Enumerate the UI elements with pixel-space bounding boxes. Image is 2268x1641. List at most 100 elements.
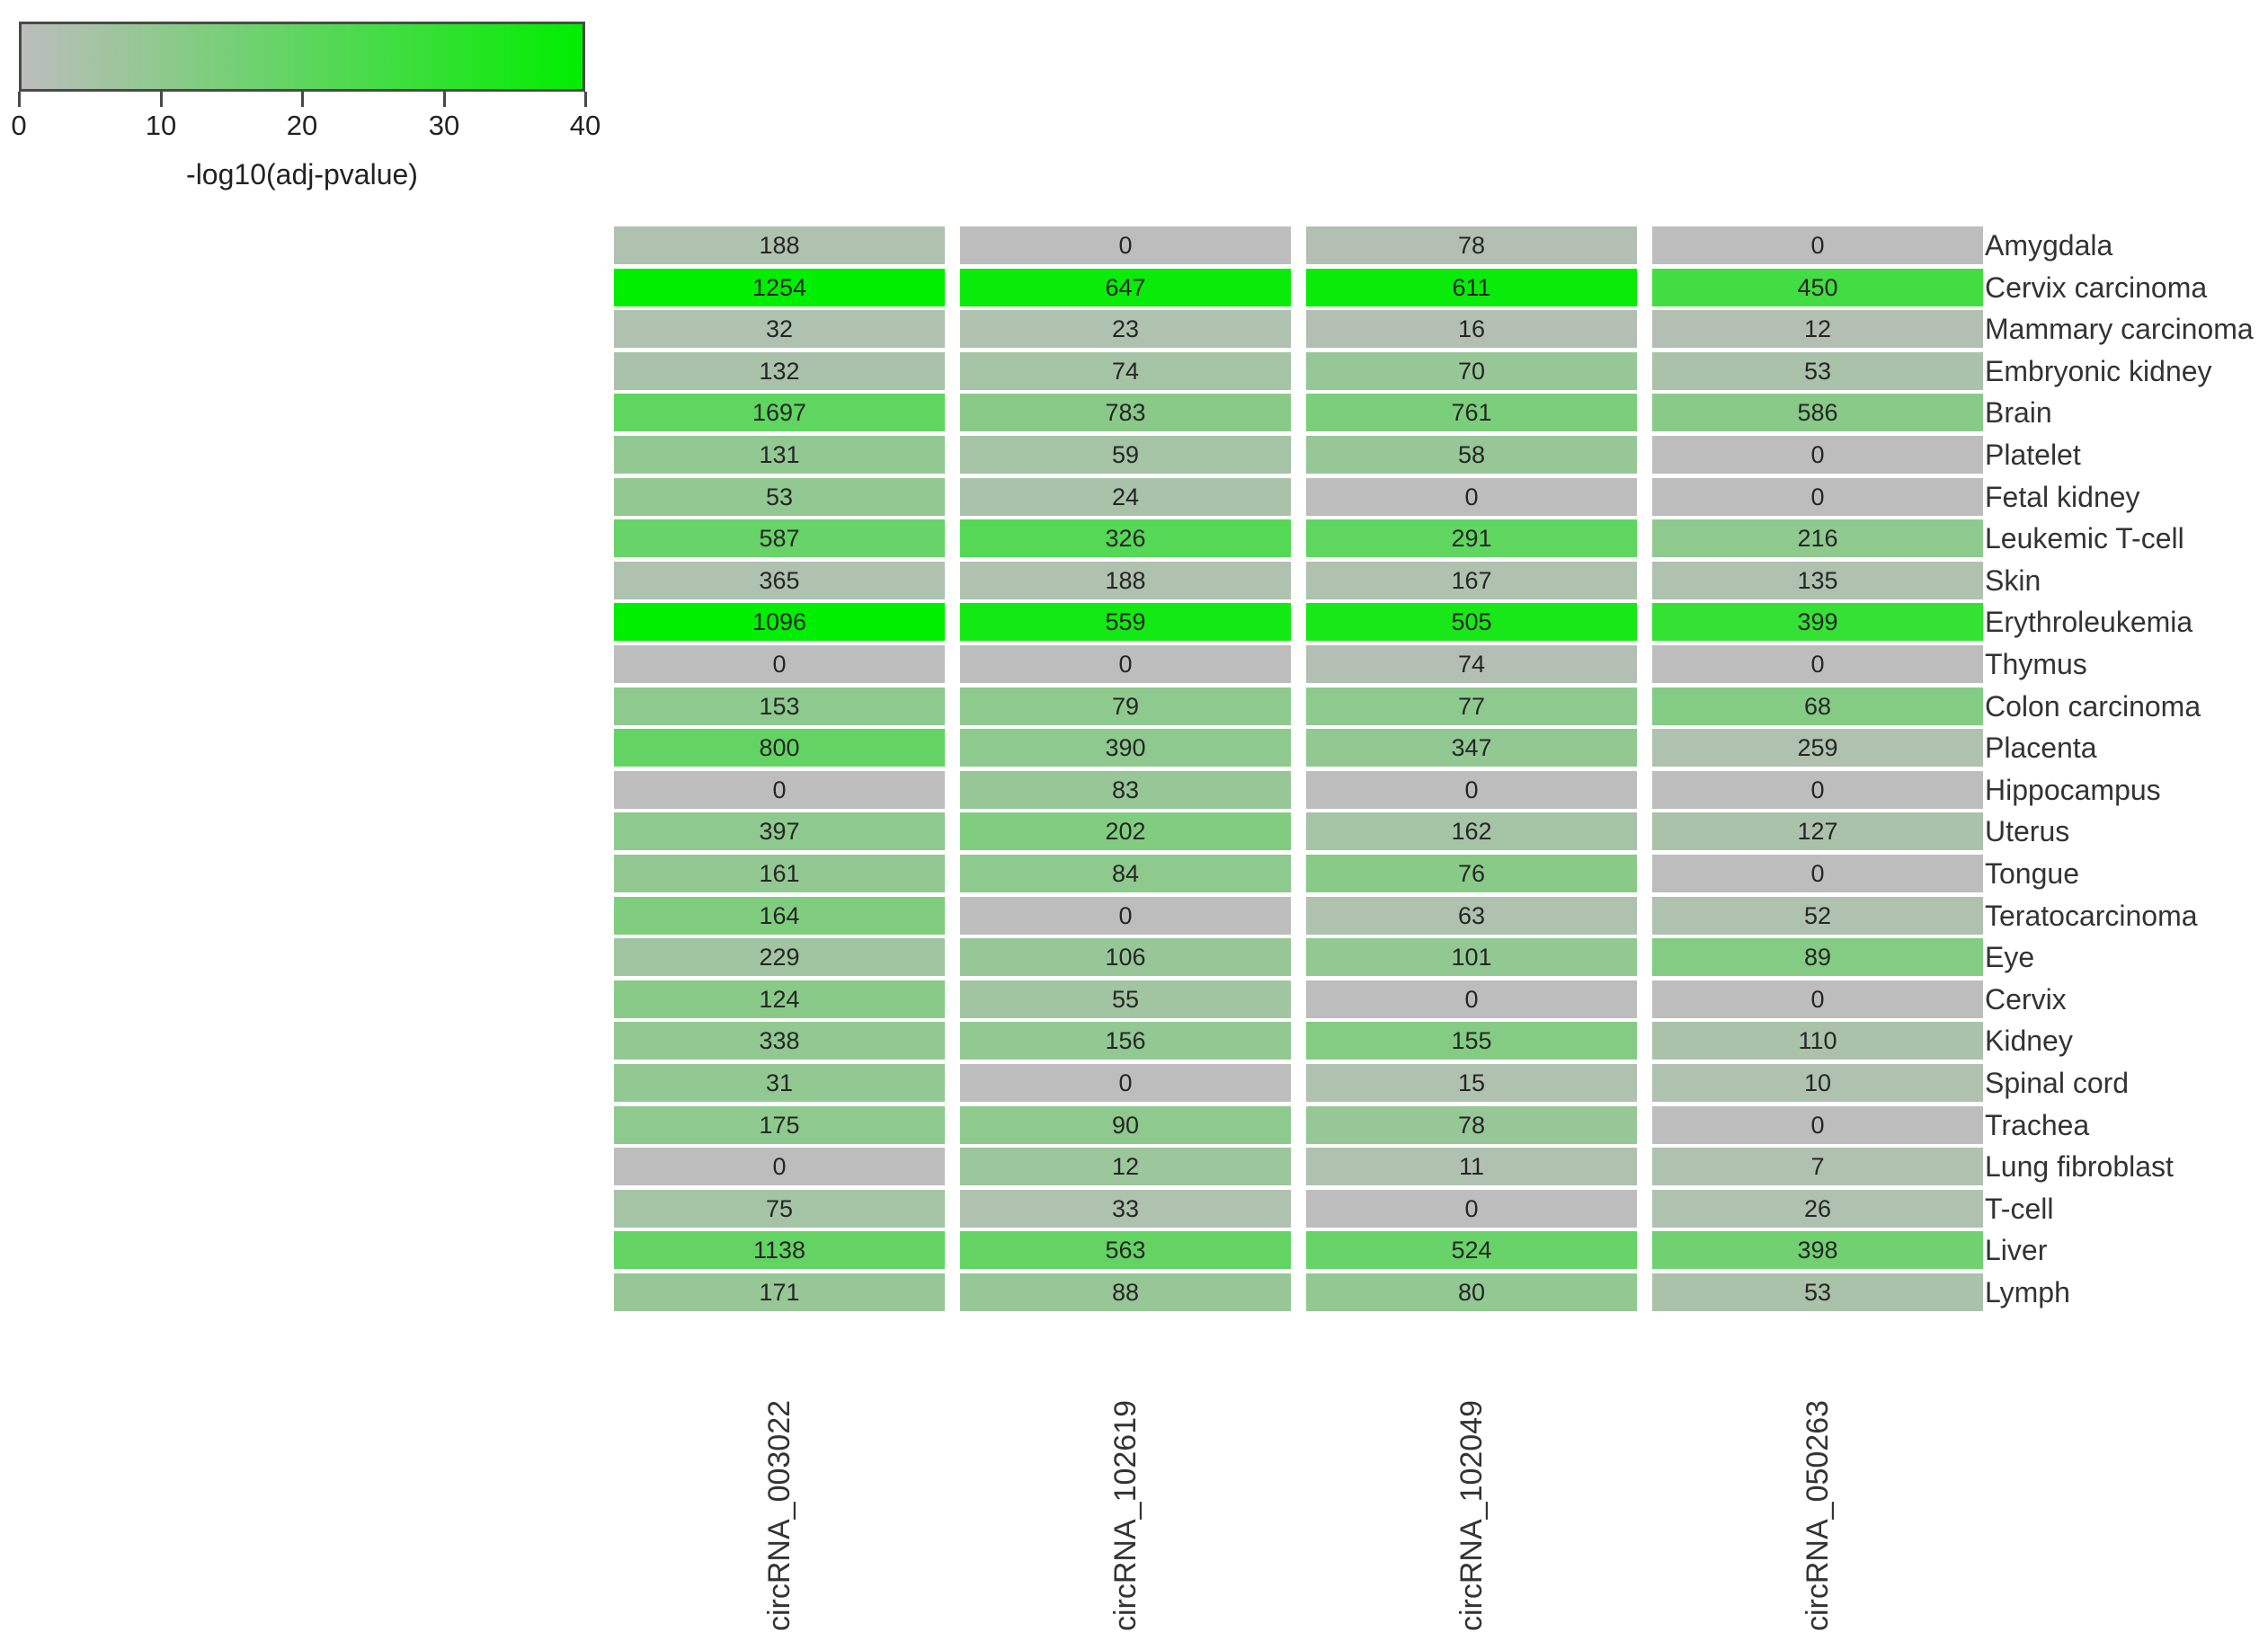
heatmap-cell: 611 [1306,269,1637,306]
row-label: Liver [1985,1234,2048,1266]
heatmap-cell: 524 [1306,1231,1637,1269]
heatmap-cell: 59 [960,436,1291,474]
heatmap-cell: 0 [1652,436,1983,474]
heatmap-cell: 1697 [614,394,945,431]
colorbar-tick-label: 30 [428,110,460,141]
heatmap-cell: 74 [1306,645,1637,683]
heatmap-cell: 398 [1652,1231,1983,1269]
heatmap-cell: 76 [1306,855,1637,892]
heatmap-cell: 77 [1306,687,1637,725]
row-label: Mammary carcinoma [1985,313,2254,345]
heatmap-cell: 175 [614,1106,945,1144]
colorbar-title: -log10(adj-pvalue) [186,158,418,191]
colorbar-tick-label: 10 [145,110,177,141]
heatmap-cell: 79 [960,687,1291,725]
heatmap-cell: 0 [960,226,1291,264]
heatmap-cell: 156 [960,1022,1291,1060]
heatmap-cell: 33 [960,1190,1291,1228]
heatmap-cell: 12 [1652,310,1983,348]
row-label: Embryonic kidney [1985,355,2212,387]
heatmap-cell: 0 [1652,1106,1983,1144]
heatmap-cell: 24 [960,478,1291,516]
colorbar-tick [301,92,304,107]
heatmap-cell: 153 [614,687,945,725]
heatmap-cell: 16 [1306,310,1637,348]
heatmap-cell: 1096 [614,603,945,641]
heatmap-cell: 0 [1306,478,1637,516]
heatmap-cell: 0 [1652,478,1983,516]
heatmap-cell: 0 [614,1148,945,1185]
colorbar-tick [160,92,163,107]
heatmap-cell: 26 [1652,1190,1983,1228]
row-label: Amygdala [1985,229,2113,262]
heatmap-cell: 75 [614,1190,945,1228]
row-label: Cervix carcinoma [1985,271,2208,304]
row-label: Thymus [1985,648,2087,680]
heatmap-cell: 0 [1306,980,1637,1018]
heatmap-cell: 101 [1306,938,1637,976]
heatmap-cell: 110 [1652,1022,1983,1060]
row-label: Eye [1985,941,2035,973]
heatmap-cell: 161 [614,855,945,892]
heatmap-cell: 53 [1652,1273,1983,1311]
heatmap-cell: 78 [1306,1106,1637,1144]
heatmap-cell: 505 [1306,603,1637,641]
heatmap-cell: 15 [1306,1064,1637,1102]
heatmap-cell: 559 [960,603,1291,641]
heatmap-cell: 89 [1652,938,1983,976]
heatmap-cell: 70 [1306,352,1637,390]
row-label: Leukemic T-cell [1985,522,2184,554]
heatmap-cell: 58 [1306,436,1637,474]
row-label: Lymph [1985,1276,2070,1308]
row-label: Kidney [1985,1025,2073,1057]
colorbar-tick-label: 20 [286,110,318,141]
heatmap-cell: 11 [1306,1148,1637,1185]
heatmap-cell: 0 [960,1064,1291,1102]
row-label: Placenta [1985,732,2097,764]
heatmap-cell: 106 [960,938,1291,976]
heatmap-cell: 32 [614,310,945,348]
heatmap-cell: 0 [1652,855,1983,892]
heatmap-cell: 83 [960,771,1291,809]
heatmap-cell: 326 [960,519,1291,557]
heatmap-cell: 90 [960,1106,1291,1144]
heatmap-cell: 80 [1306,1273,1637,1311]
row-label: Lung fibroblast [1985,1150,2174,1183]
heatmap-cell: 800 [614,729,945,767]
heatmap-cell: 397 [614,812,945,850]
heatmap-cell: 127 [1652,812,1983,850]
heatmap-cell: 259 [1652,729,1983,767]
row-label: Uterus [1985,815,2070,847]
row-label: Teratocarcinoma [1985,900,2198,932]
heatmap-cell: 63 [1306,897,1637,935]
heatmap-cell: 55 [960,980,1291,1018]
row-label: Colon carcinoma [1985,690,2201,723]
row-label: Fetal kidney [1985,481,2140,513]
heatmap-cell: 74 [960,352,1291,390]
heatmap-cell: 647 [960,269,1291,306]
heatmap-cell: 188 [614,226,945,264]
row-label: Brain [1985,396,2052,429]
heatmap-cell: 783 [960,394,1291,431]
row-label: Hippocampus [1985,774,2161,806]
heatmap-cell: 84 [960,855,1291,892]
heatmap-cell: 167 [1306,562,1637,599]
column-label: circRNA_102619 [1108,1399,1143,1631]
heatmap-cell: 1138 [614,1231,945,1269]
colorbar-tick-label: 0 [11,110,27,141]
heatmap-cell: 0 [1652,980,1983,1018]
heatmap-cell: 338 [614,1022,945,1060]
heatmap-cell: 291 [1306,519,1637,557]
heatmap-cell: 0 [614,771,945,809]
heatmap-cell: 399 [1652,603,1983,641]
heatmap-cell: 188 [960,562,1291,599]
heatmap-cell: 124 [614,980,945,1018]
column-label: circRNA_102049 [1454,1399,1489,1631]
heatmap-cell: 164 [614,897,945,935]
heatmap-cell: 155 [1306,1022,1637,1060]
heatmap-cell: 365 [614,562,945,599]
heatmap-cell: 390 [960,729,1291,767]
heatmap-cell: 131 [614,436,945,474]
heatmap-cell: 162 [1306,812,1637,850]
heatmap-cell: 12 [960,1148,1291,1185]
